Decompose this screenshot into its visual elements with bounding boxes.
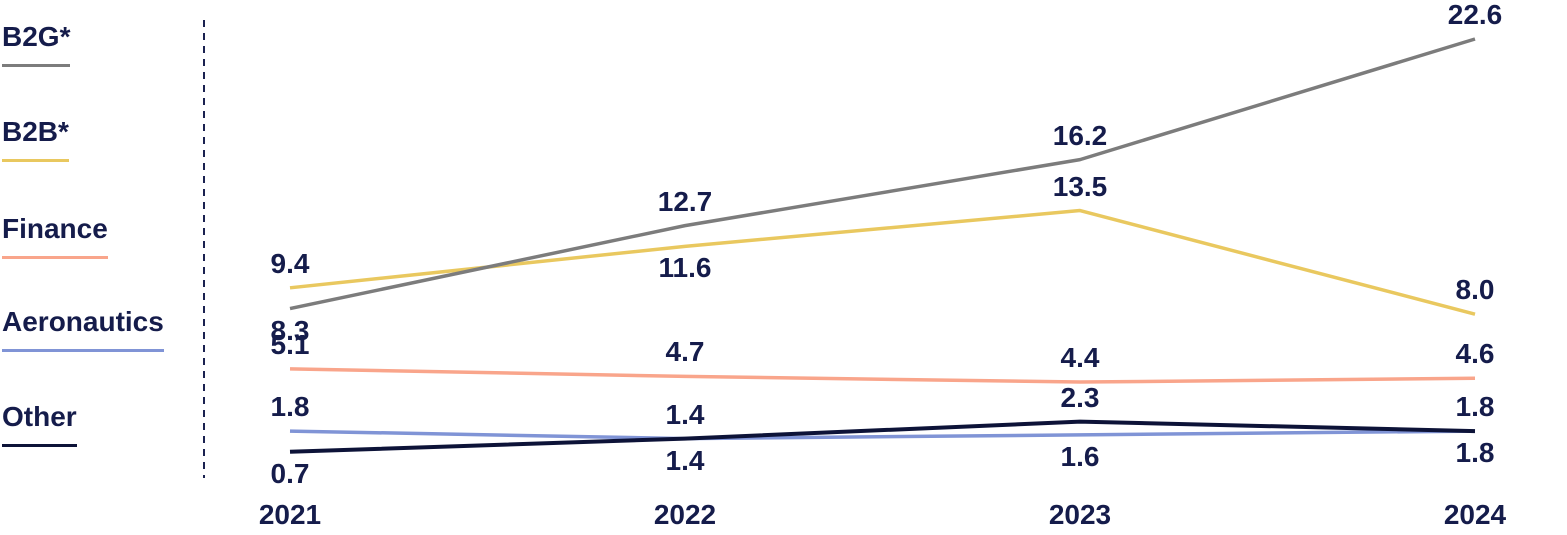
data-label: 16.2 (1052, 119, 1108, 151)
data-label: 1.8 (270, 391, 310, 423)
legend-line-swatch-b2b (2, 159, 69, 162)
data-label: 1.4 (665, 398, 705, 430)
data-label: 8.0 (1455, 274, 1495, 306)
legend-item-b2b: B2B* (2, 115, 69, 162)
data-label: 8.3 (270, 314, 310, 346)
legend-line-swatch-b2g (2, 64, 71, 67)
legend-item-aeronautics: Aeronautics (2, 305, 164, 352)
data-label: 2.3 (1060, 381, 1100, 413)
data-label: 12.7 (657, 185, 713, 217)
legend-item-other: Other (2, 400, 77, 447)
data-label: 4.6 (1455, 338, 1495, 370)
series-line-finance (289, 367, 1476, 384)
data-label: 1.4 (665, 444, 705, 476)
series-line-other (289, 419, 1476, 454)
data-label: 9.4 (270, 247, 310, 279)
legend-item-finance: Finance (2, 212, 108, 259)
legend-line-swatch-other (2, 444, 77, 447)
legend-label-aeronautics: Aeronautics (2, 306, 164, 337)
legend-label-finance: Finance (2, 213, 108, 244)
data-label: 0.7 (270, 457, 310, 489)
legend-label-b2g: B2G* (2, 21, 71, 52)
legend-line-swatch-finance (2, 256, 108, 259)
data-label: 22.6 (1447, 0, 1503, 30)
x-axis-label: 2023 (1048, 499, 1112, 530)
x-axis-label: 2022 (653, 499, 717, 530)
legend-label-other: Other (2, 401, 77, 432)
series-line-b2g (289, 37, 1476, 311)
data-label: 1.8 (1455, 437, 1495, 469)
x-axis-label: 2021 (258, 499, 322, 530)
series-line-b2b (289, 208, 1476, 316)
data-label: 4.7 (665, 336, 705, 368)
legend-item-b2g: B2G* (2, 20, 71, 67)
data-label: 11.6 (658, 252, 712, 284)
data-label: 13.5 (1052, 170, 1108, 202)
data-label: 4.4 (1060, 342, 1100, 374)
data-label: 1.8 (1455, 391, 1495, 423)
series-line-aeronautics (289, 429, 1476, 441)
x-axis-label: 2024 (1443, 499, 1507, 530)
data-label: 1.6 (1060, 440, 1100, 472)
legend-label-b2b: B2B* (2, 116, 69, 147)
data-label: 5.1 (270, 328, 310, 360)
legend-line-swatch-aeronautics (2, 349, 164, 352)
